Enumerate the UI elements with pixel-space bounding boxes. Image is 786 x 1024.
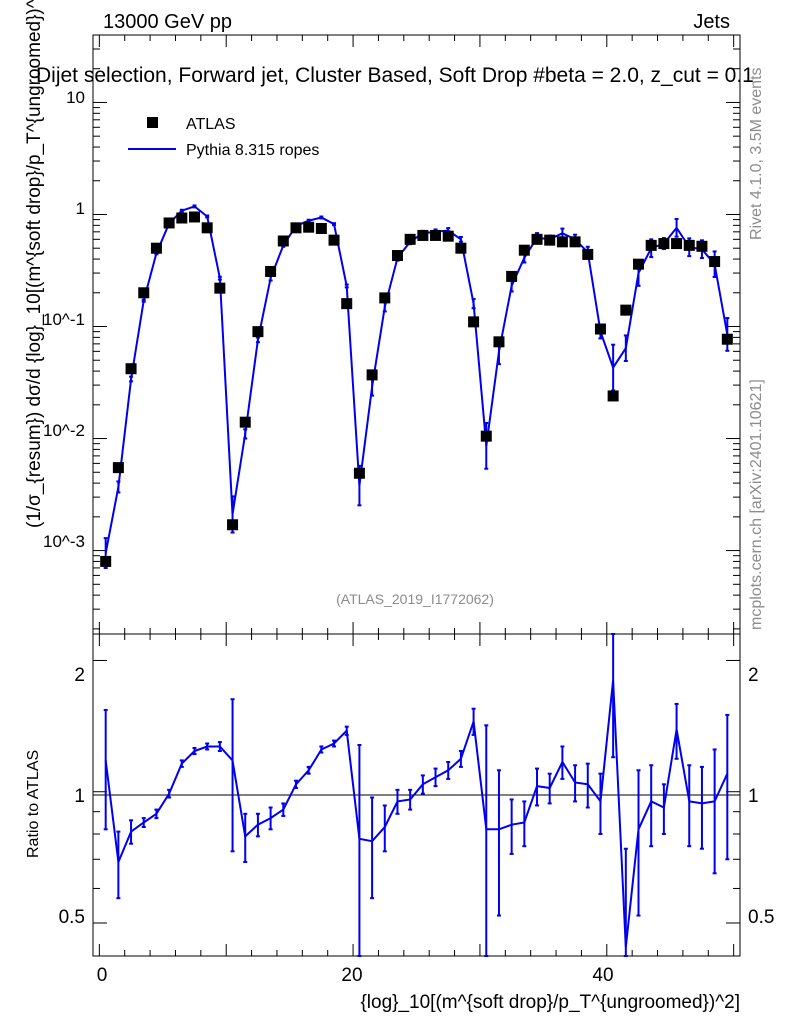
ratio-tick-label-1-right: 1 [748, 786, 759, 807]
atlas-data-point [265, 265, 277, 277]
x-tick-label-20: 20 [341, 965, 362, 986]
atlas-data-point [277, 235, 289, 247]
atlas-data-point [442, 230, 454, 242]
legend-atlas-label: ATLAS [186, 116, 236, 133]
atlas-data-point [341, 298, 353, 310]
atlas-data-point [645, 239, 657, 251]
atlas-data-point [518, 244, 530, 256]
atlas-main-series [100, 211, 733, 567]
atlas-data-point [582, 248, 594, 260]
atlas-data-point [417, 229, 429, 241]
atlas-data-point [201, 222, 213, 234]
atlas-data-point [125, 363, 137, 375]
atlas-data-point [176, 212, 188, 224]
ratio-tick-label-0.5-right: 0.5 [748, 907, 774, 928]
atlas-data-point [531, 233, 543, 245]
atlas-data-point [633, 258, 645, 270]
atlas-data-point [112, 462, 124, 474]
atlas-data-point [214, 282, 226, 294]
atlas-data-point [480, 430, 492, 442]
atlas-data-point [709, 256, 721, 268]
atlas-data-point [658, 238, 670, 250]
axis-ticks [93, 34, 740, 956]
atlas-data-point [620, 304, 632, 316]
atlas-data-point [100, 555, 112, 567]
y-tick-label-1e-3: 10^-3 [43, 532, 85, 551]
y-tick-label-10: 10 [66, 88, 85, 107]
atlas-data-point [239, 416, 251, 428]
atlas-data-point [315, 222, 327, 234]
pythia-line [104, 205, 729, 554]
atlas-data-point [379, 292, 391, 304]
ratio-y-axis-label: Ratio to ATLAS [25, 750, 42, 858]
ratio-tick-label-1-left: 1 [74, 786, 85, 807]
atlas-data-point [138, 287, 150, 299]
atlas-data-point [188, 211, 200, 223]
atlas-data-point [290, 222, 302, 234]
atlas-data-point [607, 390, 619, 402]
atlas-data-point [366, 369, 378, 381]
atlas-data-point [227, 519, 239, 531]
atlas-data-point [252, 326, 264, 338]
ratio-tick-label-0.5-left: 0.5 [59, 907, 85, 928]
x-tick-label-40: 40 [592, 965, 613, 986]
ratio-line [104, 680, 729, 948]
x-tick-label-0: 0 [97, 965, 108, 986]
y-tick-label-1e-2: 10^-2 [43, 421, 85, 440]
atlas-data-point [544, 234, 556, 246]
atlas-data-point [696, 240, 708, 252]
header-right: Jets [693, 11, 730, 33]
atlas-data-point [455, 242, 467, 254]
atlas-data-point [328, 234, 340, 246]
atlas-data-point [556, 236, 568, 248]
x-axis-label: {log}_10[(m^{soft drop}/p_T^{ungroomed})… [360, 992, 740, 1013]
atlas-data-point [506, 270, 518, 282]
y-tick-label-1: 1 [76, 199, 85, 218]
atlas-data-point [683, 239, 695, 251]
atlas-data-point [594, 323, 606, 335]
header-left: 13000 GeV pp [103, 11, 232, 33]
atlas-data-point [493, 336, 505, 348]
pythia-ratio-series [103, 633, 730, 957]
legend-pythia-label: Pythia 8.315 ropes [186, 142, 319, 159]
legend-atlas-marker [147, 117, 158, 128]
ratio-tick-label-2-left: 2 [74, 665, 85, 686]
y-tick-label-1e-1: 10^-1 [43, 310, 85, 329]
atlas-data-point [430, 229, 442, 241]
analysis-tag: (ATLAS_2019_I1772062) [336, 591, 494, 607]
atlas-data-point [150, 242, 162, 254]
atlas-data-point [671, 238, 683, 250]
atlas-data-point [303, 221, 315, 233]
atlas-data-point [468, 316, 480, 328]
rivet-label: Rivet 4.1.0, 3.5M events [748, 67, 765, 240]
atlas-data-point [391, 250, 403, 262]
atlas-data-point [569, 236, 581, 248]
plot-title: Dijet selection, Forward jet, Cluster Ba… [36, 64, 754, 87]
atlas-data-point [353, 467, 365, 479]
main-y-axis-label: (1/σ_{resum}) dσ/d {log}_10[(m^{soft dro… [24, 0, 45, 528]
mcplots-label: mcplots.cern.ch [arXiv:2401.10621] [748, 379, 765, 630]
atlas-data-point [404, 233, 416, 245]
atlas-data-point [721, 333, 733, 345]
atlas-data-point [163, 217, 175, 229]
ratio-tick-label-2-right: 2 [748, 665, 759, 686]
